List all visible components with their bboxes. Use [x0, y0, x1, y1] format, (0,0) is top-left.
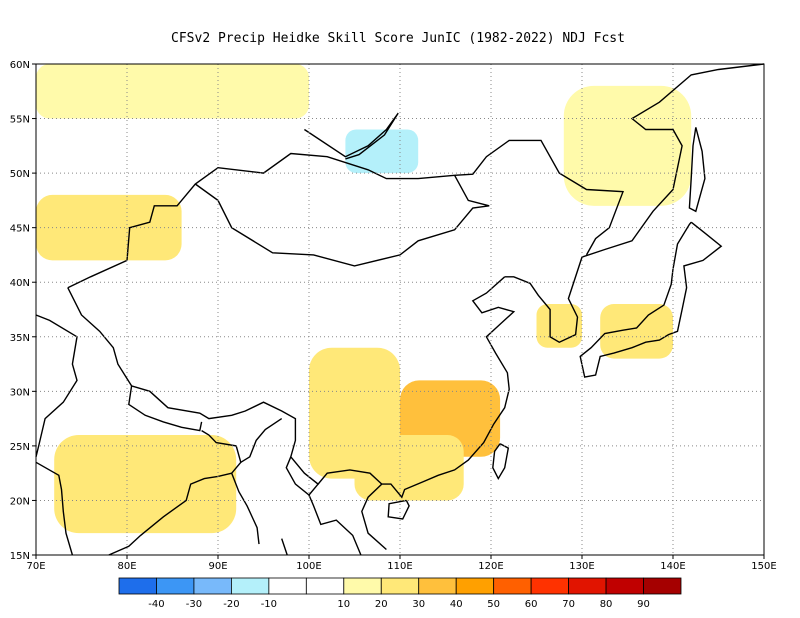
longitude-axis: 70E 80E 90E 100E 110E 120E 130E 140E 150E	[26, 555, 777, 572]
colorbar-label: 40	[450, 599, 463, 610]
colorbar-label: 20	[375, 599, 388, 610]
coastline	[108, 472, 260, 556]
lon-tick-label: 150E	[751, 561, 776, 572]
coastlines	[35, 63, 765, 556]
colorbar-label: 60	[525, 599, 538, 610]
colorbar-label: -30	[186, 599, 202, 610]
field-region	[600, 304, 673, 359]
colorbar-label: 10	[337, 599, 350, 610]
coastline	[492, 443, 510, 481]
coastline	[308, 494, 362, 556]
coastline	[67, 139, 624, 289]
lon-tick-label: 130E	[569, 561, 594, 572]
lat-tick-label: 20N	[10, 496, 30, 507]
coastline	[67, 287, 383, 486]
colorbar-label: 30	[412, 599, 425, 610]
colorbar-swatch	[643, 577, 682, 595]
colorbar-swatch	[268, 577, 307, 595]
lat-tick-label: 30N	[10, 387, 30, 398]
colorbar-label: 90	[637, 599, 650, 610]
coastline	[201, 430, 242, 474]
coastline	[240, 418, 283, 463]
field-region	[36, 64, 309, 119]
coastline	[504, 63, 765, 343]
lon-tick-label: 110E	[387, 561, 412, 572]
lat-tick-label: 15N	[10, 551, 30, 562]
colorbar-swatch	[380, 577, 420, 595]
lon-tick-label: 70E	[26, 561, 45, 572]
colorbar-swatch	[230, 577, 270, 595]
colorbar: -40 -30 -20 -10 10 20 30 40 50 60 70 80 90	[118, 577, 682, 610]
coastline	[285, 456, 319, 496]
coastline	[128, 385, 203, 432]
field-region	[263, 293, 346, 337]
coastline	[35, 461, 74, 556]
colorbar-swatch	[530, 577, 570, 595]
field-region	[309, 347, 400, 479]
colorbar-swatch	[193, 577, 232, 595]
coastline	[387, 499, 410, 520]
field-region	[563, 85, 692, 206]
lat-tick-label: 50N	[10, 169, 30, 180]
colorbar-label: 50	[487, 599, 500, 610]
lat-tick-label: 55N	[10, 115, 30, 126]
colorbar-swatch	[568, 577, 607, 595]
colorbar-label: -40	[148, 599, 164, 610]
lon-tick-label: 90E	[208, 561, 227, 572]
colorbar-label: 70	[562, 599, 575, 610]
field-region	[536, 304, 582, 348]
lat-tick-label: 40N	[10, 278, 30, 289]
colorbar-label: -20	[223, 599, 239, 610]
skill-score-field	[36, 64, 692, 534]
lon-tick-label: 80E	[117, 561, 136, 572]
coastline	[688, 127, 706, 213]
lon-tick-label: 120E	[478, 561, 503, 572]
colorbar-swatch	[455, 577, 495, 595]
lat-tick-label: 35N	[10, 333, 30, 344]
field-region	[54, 434, 237, 534]
colorbar-swatch	[605, 577, 644, 595]
colorbar-label: -10	[261, 599, 277, 610]
colorbar-swatch	[156, 577, 195, 595]
chart-title: CFSv2 Precip Heidke Skill Score JunIC (1…	[171, 31, 625, 46]
lon-tick-label: 100E	[296, 561, 321, 572]
coastline	[304, 112, 399, 160]
colorbar-label: 80	[600, 599, 613, 610]
lon-tick-label: 140E	[660, 561, 685, 572]
lat-tick-label: 60N	[10, 60, 30, 71]
grid-lines	[36, 64, 764, 555]
lat-tick-label: 25N	[10, 442, 30, 453]
coastline	[281, 538, 288, 556]
coastline	[361, 276, 516, 551]
coastline	[194, 174, 490, 267]
colorbar-swatch	[343, 577, 382, 595]
coastline	[35, 314, 78, 457]
coastline	[579, 221, 723, 378]
colorbar-swatch	[118, 577, 157, 595]
lat-tick-label: 45N	[10, 224, 30, 235]
colorbar-swatch	[305, 577, 345, 595]
field-region	[54, 304, 128, 370]
colorbar-swatch	[418, 577, 457, 595]
latitude-axis: 15N 20N 25N 30N 35N 40N 45N 50N 55N 60N	[10, 60, 36, 562]
field-region	[400, 162, 491, 228]
colorbar-swatch	[493, 577, 532, 595]
